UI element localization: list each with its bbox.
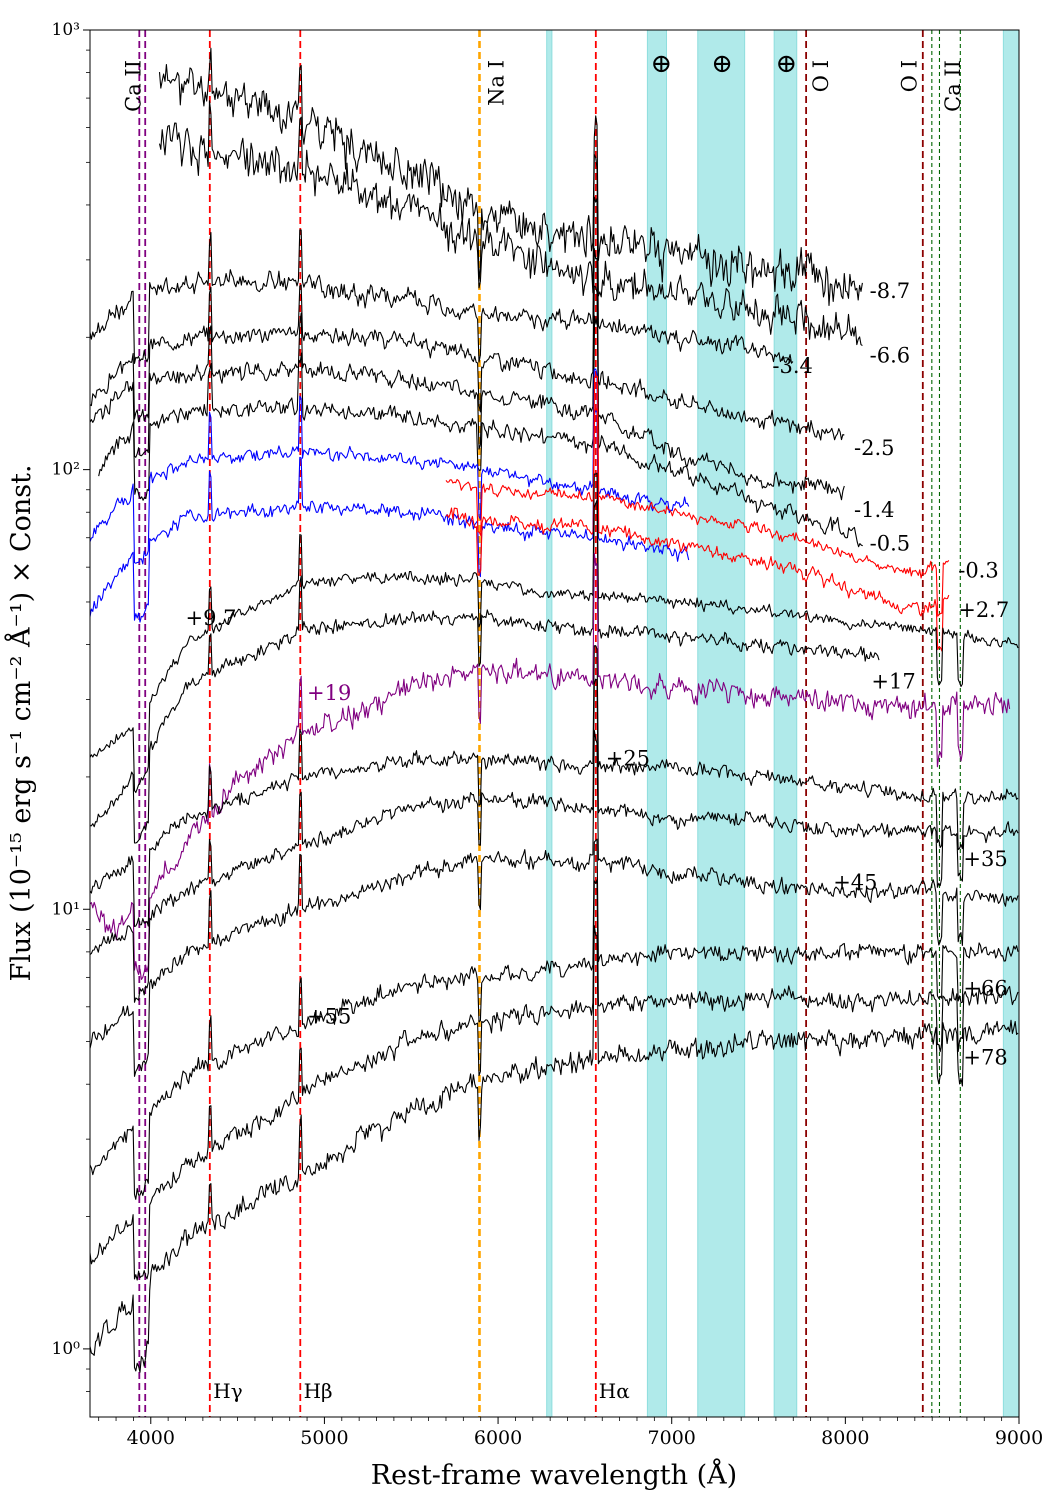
x-tick-label: 9000 <box>995 1427 1043 1449</box>
epoch-label: +45 <box>833 871 877 895</box>
epoch-label: -3.4 <box>772 354 813 378</box>
epoch-label: -0.5 <box>870 531 911 555</box>
epoch-label: -8.7 <box>870 279 911 303</box>
x-tick-label: 5000 <box>300 1427 348 1449</box>
epoch-label: +25 <box>606 747 650 771</box>
spectrum-line <box>445 374 950 617</box>
y-axis-label: Flux (10⁻¹⁵ erg s⁻¹ cm⁻² Å⁻¹) × Const. <box>4 464 37 981</box>
line-label: Na I <box>484 60 508 106</box>
spectrum-line <box>158 47 863 307</box>
spectrum-line <box>445 407 950 652</box>
spectrum-line <box>90 368 690 565</box>
spectrum-line <box>90 248 845 441</box>
epoch-label: +66 <box>963 977 1007 1001</box>
telluric-band <box>1002 30 1019 1417</box>
spectrum-line <box>90 499 880 844</box>
spectrum-line <box>90 925 1019 1373</box>
line-label: Hβ <box>304 1379 333 1403</box>
epoch-label: -0.3 <box>958 558 999 582</box>
axes: 4000 5000 6000 7000 8000 9000 10⁰ 10¹ 10² 10³ <box>52 20 1044 1449</box>
y-tick-label: 10¹ <box>52 899 80 919</box>
epoch-label: +9.7 <box>186 606 237 630</box>
x-tick-label: 8000 <box>821 1427 869 1449</box>
epoch-label: -1.4 <box>854 498 895 522</box>
x-tick-label: 6000 <box>474 1427 522 1449</box>
epoch-label: +35 <box>963 847 1007 871</box>
spectra-series <box>90 47 1019 1373</box>
telluric-band <box>773 30 798 1417</box>
epoch-label: +78 <box>963 1046 1007 1070</box>
x-axis-label: Rest-frame wavelength (Å) <box>371 1458 737 1491</box>
epoch-label: -2.5 <box>854 436 895 460</box>
x-tick-label: 7000 <box>648 1427 696 1449</box>
epoch-label: +2.7 <box>958 598 1009 622</box>
spectrum-line <box>90 678 1019 1003</box>
epoch-label: +17 <box>871 669 915 693</box>
line-label: O I <box>898 60 922 92</box>
epoch-label: +55 <box>307 1005 351 1029</box>
line-label: Hγ <box>213 1379 242 1403</box>
spectrum-line <box>90 879 1019 1281</box>
spectrum-line <box>90 645 1019 928</box>
telluric-band <box>697 30 746 1417</box>
telluric-band <box>546 30 553 1417</box>
telluric-band <box>646 30 668 1417</box>
spectrum-line <box>90 285 845 501</box>
spectrum-line <box>90 729 1019 1077</box>
telluric-symbol: ⊕ <box>650 49 672 79</box>
plot-frame <box>89 29 1020 1418</box>
spectrum-line <box>90 838 1019 1200</box>
spectrum-line <box>158 100 863 347</box>
epoch-label: +19 <box>307 681 351 705</box>
epoch-label: -6.6 <box>870 343 911 367</box>
annotation-labels: Ca II Hγ Hβ Na I Hα O I O I Ca II ⊕ ⊕ ⊕ -8.7 -6.6 -3.… <box>121 49 1009 1403</box>
spectrum-line <box>90 472 1019 794</box>
y-tick-label: 10⁰ <box>52 1339 81 1359</box>
spectrum-line <box>90 409 690 623</box>
spectrum-line <box>90 196 794 364</box>
line-label: O I <box>809 60 833 92</box>
line-label: Ca II <box>121 60 145 112</box>
line-label: Hα <box>599 1379 630 1403</box>
telluric-symbol: ⊕ <box>775 49 797 79</box>
telluric-symbol: ⊕ <box>711 49 733 79</box>
line-label: Ca II <box>941 60 965 112</box>
spectrum-line <box>98 315 863 548</box>
y-tick-label: 10² <box>52 460 80 480</box>
x-tick-label: 4000 <box>127 1427 175 1449</box>
y-tick-label: 10³ <box>52 20 80 40</box>
spectrum-line <box>90 552 1011 980</box>
